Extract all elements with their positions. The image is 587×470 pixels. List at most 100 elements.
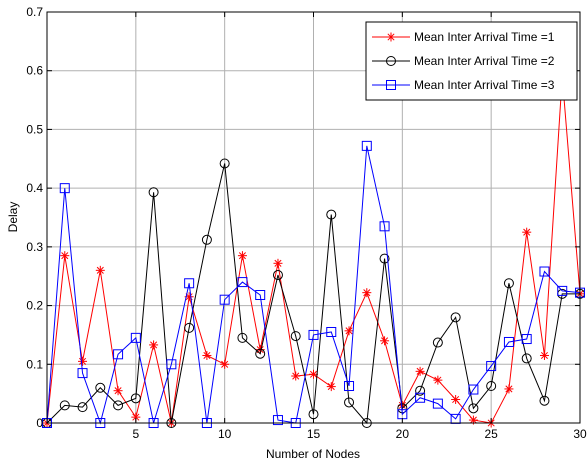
series-1-point bbox=[380, 336, 390, 346]
asterisk-stroke bbox=[96, 266, 104, 274]
series-3-point bbox=[486, 361, 497, 372]
series-3-line bbox=[46, 145, 581, 425]
series-2-point bbox=[113, 400, 124, 411]
legend-label-2: Mean Inter Arrival Time =2 bbox=[414, 54, 555, 68]
series-3-point bbox=[468, 384, 479, 395]
series-2-point bbox=[486, 381, 497, 392]
series-1-point bbox=[237, 251, 247, 261]
x-tick-label: 25 bbox=[484, 427, 498, 441]
asterisk-stroke bbox=[150, 341, 158, 349]
asterisk-stroke bbox=[505, 385, 513, 393]
asterisk-stroke bbox=[274, 259, 282, 267]
y-tick-label: 0.7 bbox=[26, 5, 43, 19]
y-tick-label: 0.4 bbox=[26, 181, 43, 195]
series-3-point bbox=[237, 277, 248, 288]
series-3-point bbox=[521, 334, 532, 345]
series-2-point bbox=[272, 270, 283, 281]
asterisk-stroke bbox=[434, 376, 442, 384]
series-3-point bbox=[272, 415, 283, 426]
series-1-point bbox=[504, 384, 514, 394]
series-3-point bbox=[77, 368, 88, 379]
x-axis-label: Number of Nodes bbox=[266, 447, 360, 461]
series-1-point bbox=[415, 366, 425, 376]
series-1-point bbox=[202, 350, 212, 360]
series-2-point bbox=[415, 385, 426, 396]
asterisk-stroke bbox=[185, 293, 193, 301]
legend-marker-1 bbox=[386, 32, 396, 42]
series-1-point bbox=[149, 340, 159, 350]
asterisk-stroke bbox=[132, 413, 140, 421]
y-tick-label: 0.1 bbox=[26, 357, 43, 371]
asterisk-stroke bbox=[61, 252, 69, 260]
asterisk-stroke bbox=[416, 367, 424, 375]
series-1-point bbox=[362, 288, 372, 298]
series-2-point bbox=[77, 402, 88, 413]
asterisk-stroke bbox=[381, 337, 389, 345]
series-3-point bbox=[432, 398, 443, 409]
series-3-point bbox=[344, 381, 355, 392]
series-2-point bbox=[326, 209, 337, 220]
series-2-point bbox=[290, 331, 301, 342]
series-2-point bbox=[450, 312, 461, 323]
series-3-point bbox=[326, 326, 337, 337]
axis-ticks: 5 10 15 20 25 30 0 0.1 0.2 0.3 0.4 0.5 0.6 0.7 bbox=[26, 5, 587, 441]
x-tick-label: 30 bbox=[573, 427, 587, 441]
series-3-point bbox=[219, 294, 230, 305]
asterisk-stroke bbox=[345, 327, 353, 335]
series-3-point bbox=[113, 349, 124, 360]
series-3-point bbox=[379, 221, 390, 232]
asterisk-stroke bbox=[292, 372, 300, 380]
asterisk-stroke bbox=[309, 370, 318, 378]
asterisk-stroke bbox=[452, 395, 460, 404]
series-2-point bbox=[539, 395, 550, 406]
series-1-point bbox=[273, 258, 283, 268]
series-1-point bbox=[539, 350, 549, 360]
series-2-point bbox=[344, 397, 355, 408]
asterisk-stroke bbox=[469, 416, 477, 424]
y-tick-label: 0.3 bbox=[26, 240, 43, 254]
x-tick-label: 10 bbox=[218, 427, 232, 441]
asterisk-stroke bbox=[363, 289, 371, 297]
asterisk-stroke bbox=[78, 357, 87, 365]
series-3-point bbox=[59, 183, 70, 194]
series-1-point bbox=[522, 227, 532, 237]
legend-marker-2 bbox=[386, 56, 396, 66]
series-2-point bbox=[503, 278, 514, 289]
series-1-point bbox=[95, 265, 105, 275]
x-tick-label: 20 bbox=[396, 427, 410, 441]
series-3-point bbox=[557, 285, 568, 296]
series-2-point bbox=[219, 158, 230, 169]
y-tick-label: 0.6 bbox=[26, 64, 43, 78]
series-2-point bbox=[95, 382, 106, 393]
series-2-point bbox=[521, 353, 532, 364]
legend-label-3: Mean Inter Arrival Time =3 bbox=[414, 78, 555, 92]
series-2-point bbox=[255, 348, 266, 359]
legend-label-1: Mean Inter Arrival Time =1 bbox=[414, 30, 555, 44]
series-1-point bbox=[220, 359, 230, 369]
series-3-point bbox=[503, 336, 514, 347]
series-1-point bbox=[451, 395, 461, 405]
series-3-point bbox=[539, 266, 550, 277]
series-2-point bbox=[237, 332, 248, 343]
series-3 bbox=[42, 140, 585, 428]
series-3-point bbox=[308, 329, 319, 340]
series-2-point bbox=[59, 400, 70, 411]
series-1-point bbox=[433, 375, 443, 385]
series-2-point bbox=[130, 393, 141, 404]
series-1-point bbox=[78, 356, 88, 366]
legend-box bbox=[365, 21, 578, 101]
legend-marker-3 bbox=[386, 80, 396, 90]
asterisk-stroke bbox=[203, 351, 211, 360]
series-3-point bbox=[255, 290, 266, 301]
series-2-line bbox=[46, 163, 580, 425]
asterisk-stroke bbox=[327, 383, 335, 391]
y-tick-label: 0.5 bbox=[26, 122, 43, 136]
series-3-point bbox=[415, 392, 426, 403]
legend: Mean Inter Arrival Time =1 Mean Inter Arr… bbox=[365, 21, 578, 101]
series-1-point bbox=[113, 386, 123, 396]
series-2-point bbox=[432, 337, 443, 348]
y-axis-label: Delay bbox=[6, 202, 20, 233]
series-2-point bbox=[468, 403, 479, 414]
series-1-point bbox=[309, 369, 318, 379]
